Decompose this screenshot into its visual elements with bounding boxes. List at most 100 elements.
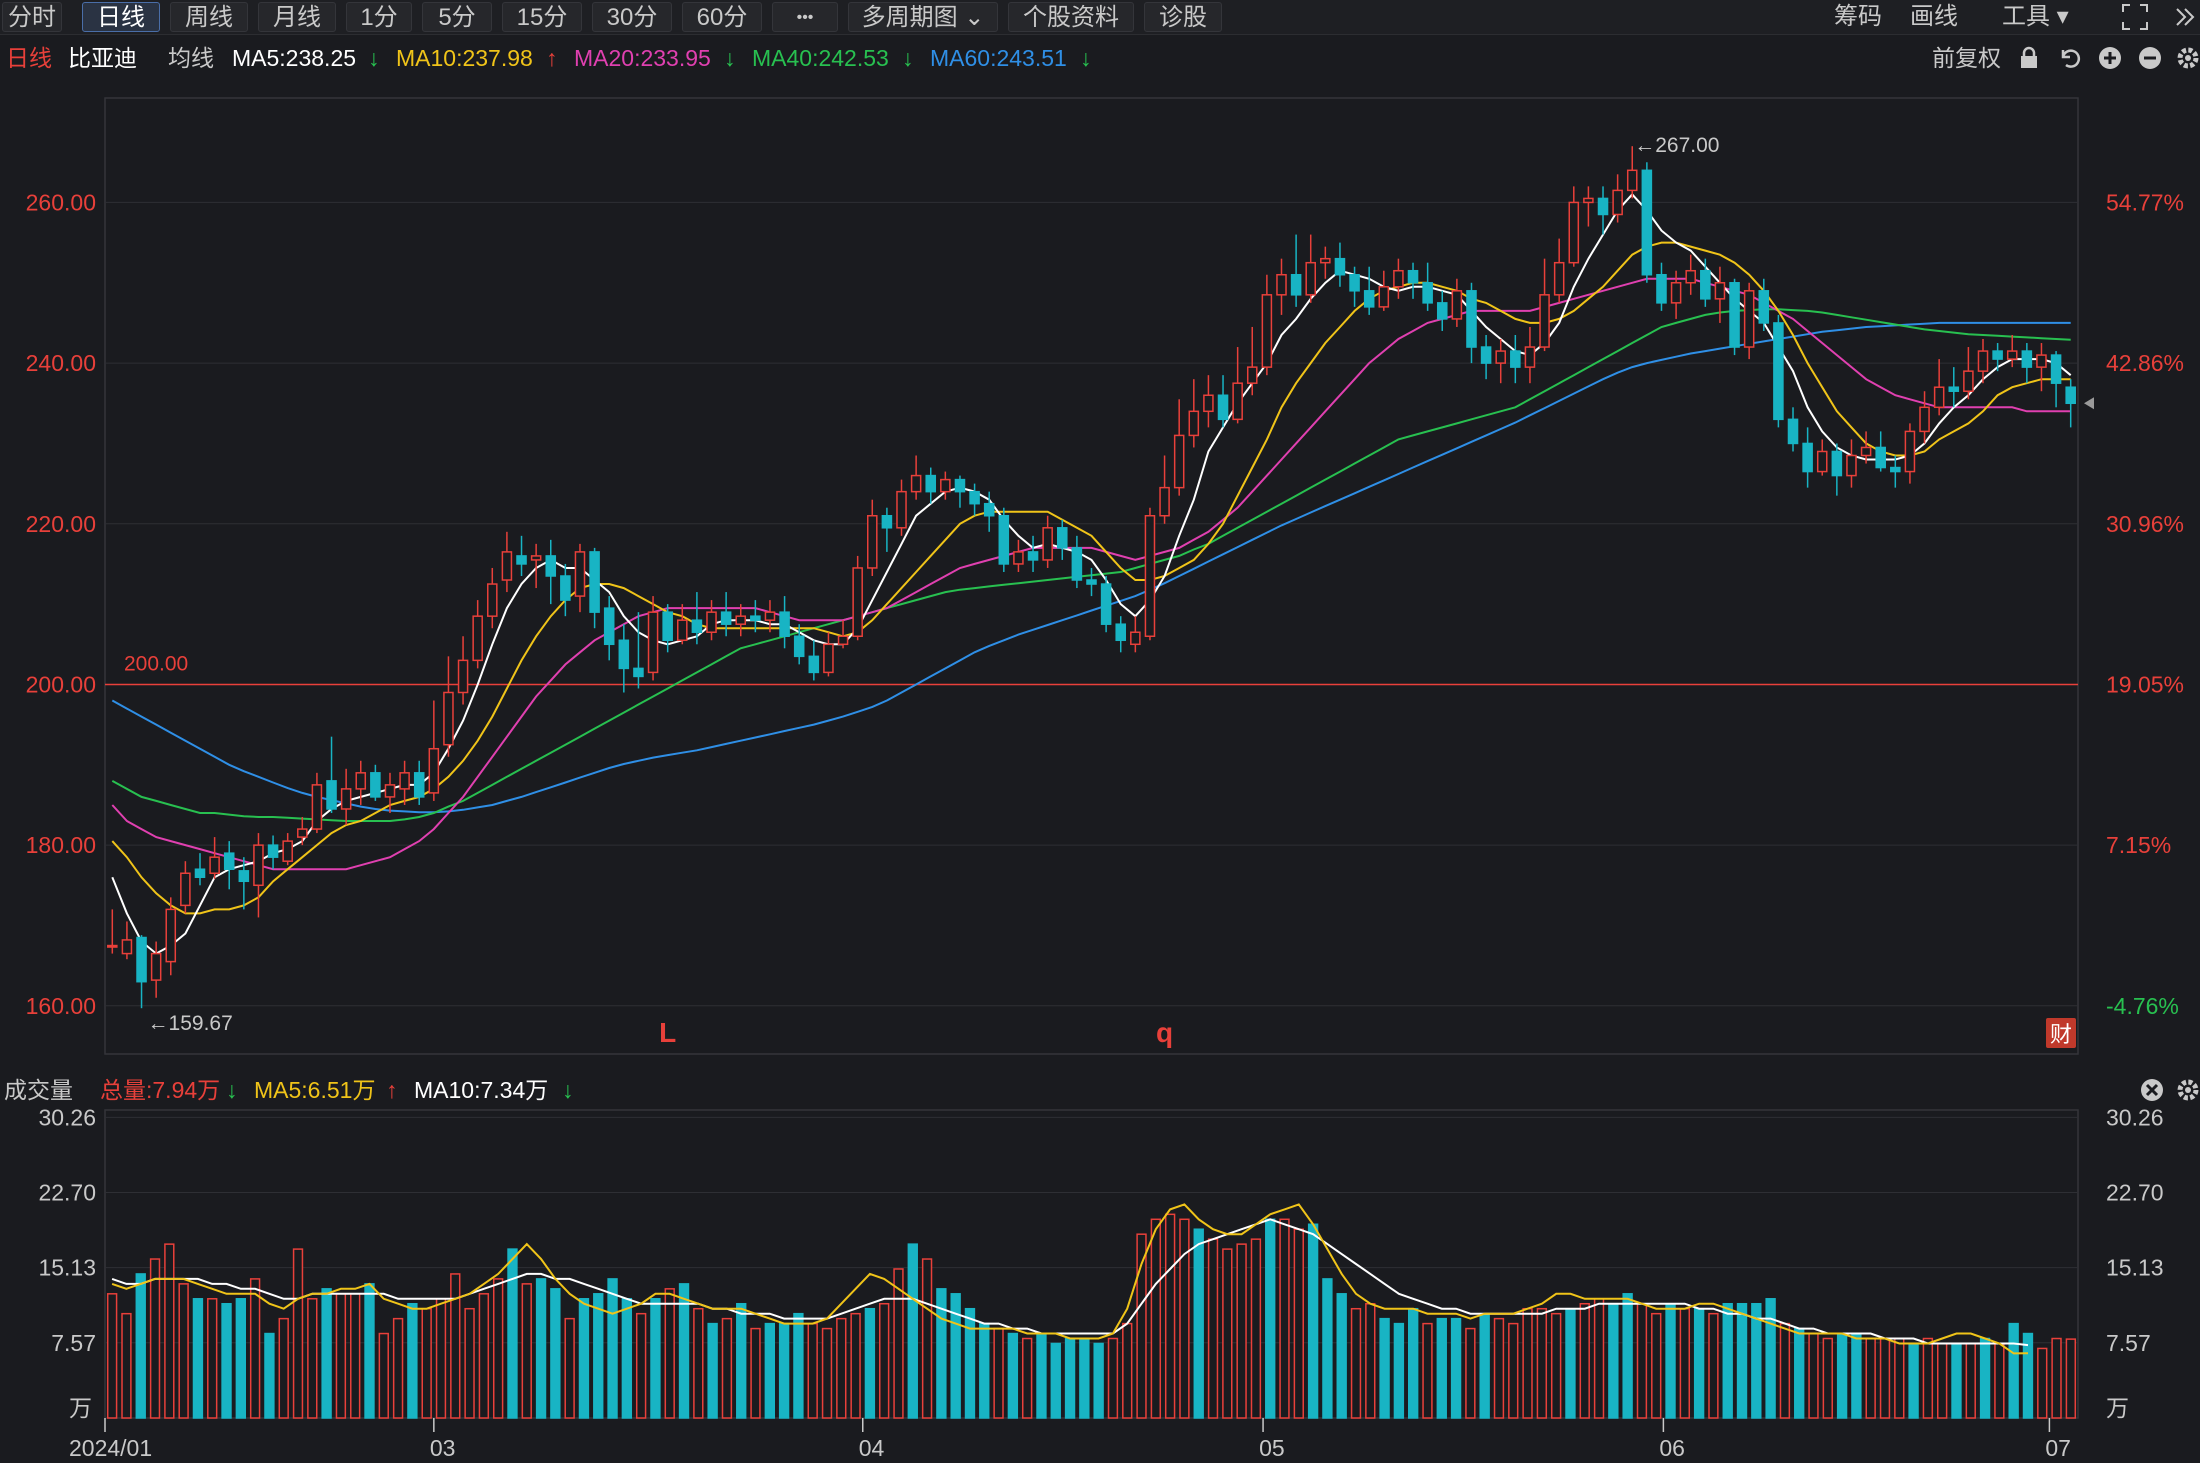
volume-bar	[121, 1312, 132, 1419]
volume-bar	[1922, 1337, 1934, 1419]
tab-30min[interactable]: 30分	[592, 2, 672, 32]
candle-up	[399, 760, 410, 805]
price-axis-tick-left: 180.00	[26, 832, 96, 858]
settings-gear-icon[interactable]	[2176, 46, 2200, 78]
candlestick-chart[interactable]: 160.00 -4.76% 180.00 7.15% 200.00 19.05% 220.0…	[0, 86, 2200, 1066]
volume-chart[interactable]: 7.57 7.57 15.13 15.13 22.70 22.70 30.26 30.26 万 万…	[0, 1108, 2200, 1463]
candle-down	[1422, 262, 1433, 311]
volume-settings-gear-icon[interactable]	[2176, 1078, 2200, 1110]
candle-up	[940, 471, 951, 500]
candle-down	[881, 507, 893, 552]
volume-bar	[1236, 1243, 1247, 1419]
volume-bar	[1708, 1312, 1719, 1419]
volume-bar	[221, 1302, 232, 1419]
chips-tool[interactable]: 筹码	[1834, 3, 1882, 30]
volume-bar	[1693, 1307, 1705, 1419]
volume-bar	[1679, 1307, 1691, 1419]
current-price-pointer-icon	[2084, 397, 2094, 410]
multi-period-dropdown[interactable]: 多周期图 ⌄	[848, 2, 998, 32]
volume-bar	[1408, 1307, 1419, 1419]
zoom-in-icon[interactable]	[2098, 46, 2122, 78]
candle-down	[1758, 278, 1770, 331]
volume-bar	[1036, 1332, 1047, 1419]
candle-body	[750, 615, 761, 621]
candle-up	[1612, 174, 1623, 223]
tab-15min[interactable]: 15分	[502, 2, 582, 32]
close-volume-icon[interactable]	[2140, 1078, 2164, 1110]
price-axis-tick-left: 240.00	[26, 350, 96, 376]
candle-body	[545, 555, 557, 577]
candle-up	[443, 656, 454, 757]
volume-bar	[879, 1302, 890, 1419]
candle-up	[1568, 186, 1580, 267]
candle-down	[1100, 576, 1112, 633]
candle-down	[326, 736, 337, 813]
volume-ma10: MA10:7.34万	[414, 1077, 549, 1103]
more-periods-button[interactable]: •••	[772, 2, 838, 32]
candle-body	[633, 667, 644, 678]
tools-menu[interactable]: 工具 ▾	[2002, 3, 2069, 30]
tab-daily[interactable]: 日线	[82, 2, 160, 32]
tab-weekly[interactable]: 周线	[170, 2, 248, 32]
expand-right-icon[interactable]	[2172, 2, 2198, 32]
candle-up	[2036, 343, 2047, 392]
tab-60min[interactable]: 60分	[682, 2, 762, 32]
fullscreen-icon[interactable]	[2120, 2, 2150, 32]
candle-body	[1173, 434, 1185, 489]
candle-up	[677, 604, 688, 645]
volume-bar	[178, 1283, 189, 1419]
candle-up	[852, 555, 863, 641]
tab-5min[interactable]: 5分	[422, 2, 492, 32]
price-axis-tick-right: 7.15%	[2106, 832, 2171, 858]
volume-bar	[1122, 1322, 1133, 1419]
candle-body	[560, 575, 571, 601]
candle-up	[1743, 282, 1755, 360]
draw-line-tool[interactable]: 画线	[1910, 3, 1958, 30]
candle-body	[1524, 346, 1536, 368]
candle-body	[998, 514, 1010, 565]
candle-body	[1407, 269, 1419, 284]
tab-intraday[interactable]: 分时	[2, 2, 62, 32]
volume-bar	[1565, 1307, 1576, 1419]
ma-label[interactable]: 均线	[168, 45, 214, 71]
tab-monthly[interactable]: 月线	[258, 2, 336, 32]
candle-body	[1977, 350, 1989, 372]
stock-name[interactable]: 比亚迪	[68, 45, 137, 71]
volume-bar	[492, 1278, 504, 1419]
candle-body	[1480, 346, 1492, 364]
volume-title[interactable]: 成交量	[4, 1077, 73, 1103]
price-adjust-button[interactable]: 前复权	[1932, 45, 2001, 71]
volume-bar	[264, 1332, 275, 1419]
stock-profile-button[interactable]: 个股资料	[1008, 2, 1134, 32]
candle-down	[1466, 282, 1477, 364]
volume-bar	[1979, 1337, 1991, 1419]
volume-bar	[1322, 1278, 1333, 1419]
candle-up	[1685, 254, 1696, 295]
candle-down	[1480, 334, 1492, 380]
candle-body	[1013, 551, 1024, 565]
volume-unit-right: 万	[2106, 1395, 2129, 1421]
candle-body	[1144, 514, 1156, 638]
candle-up	[1232, 347, 1243, 424]
lock-icon[interactable]	[2018, 46, 2040, 78]
candle-up	[297, 817, 308, 846]
candle-down	[1056, 519, 1068, 560]
volume-bar	[149, 1258, 161, 1419]
volume-bar	[1751, 1302, 1762, 1419]
candle-body	[1626, 169, 1638, 192]
candle-up	[530, 543, 542, 589]
candle-up	[1977, 339, 1989, 384]
candle-body	[1656, 273, 1667, 304]
candle-body	[969, 490, 980, 505]
tab-1min[interactable]: 1分	[346, 2, 412, 32]
volume-bar	[1608, 1302, 1619, 1419]
zoom-out-icon[interactable]	[2138, 46, 2162, 78]
volume-bar	[1064, 1337, 1076, 1419]
stock-diagnosis-button[interactable]: 诊股	[1144, 2, 1222, 32]
candle-body	[1568, 201, 1580, 264]
candle-body	[1539, 294, 1550, 348]
candle-body	[823, 643, 834, 674]
candle-body	[1904, 430, 1916, 473]
undo-icon[interactable]	[2058, 46, 2082, 78]
volume-bar	[1994, 1342, 2005, 1419]
